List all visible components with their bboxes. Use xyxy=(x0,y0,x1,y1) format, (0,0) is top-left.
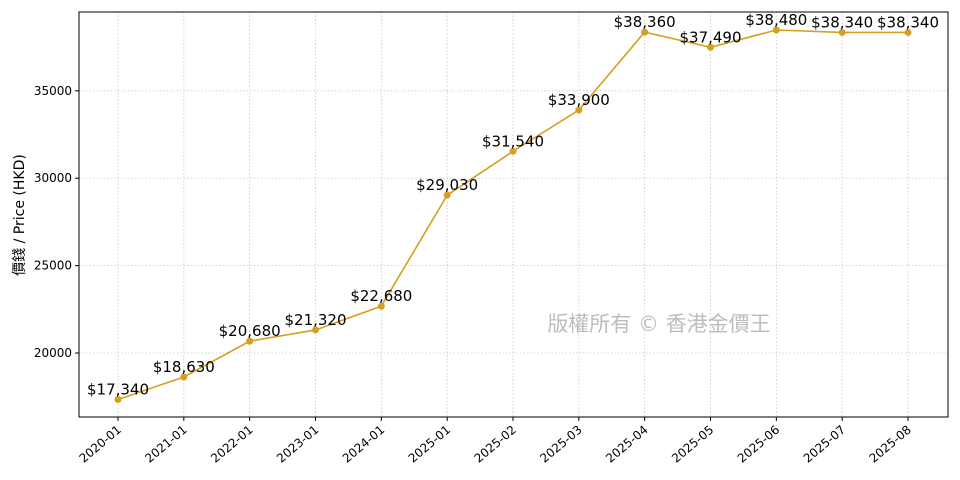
x-tick-label: 2020-01 xyxy=(77,423,124,466)
grid-lines xyxy=(79,12,948,417)
data-point xyxy=(509,147,517,155)
price-line xyxy=(117,29,908,401)
data-point-label: $18,630 xyxy=(153,358,215,376)
x-tick-label: 2025-02 xyxy=(472,423,519,466)
watermark: 版權所有 © 香港金價王 xyxy=(547,312,770,336)
x-tick-label: 2025-01 xyxy=(406,423,453,466)
plot-frame xyxy=(78,11,949,418)
data-point xyxy=(377,302,385,310)
x-axis: 2020-01 2021-01 2022-01 2023-01 2024-01 2025-… xyxy=(77,417,914,466)
data-point xyxy=(707,43,714,51)
data-point-label: $29,030 xyxy=(416,176,478,194)
data-point-label: $37,490 xyxy=(679,28,741,46)
data-point-label: $38,340 xyxy=(811,13,873,31)
x-tick-label: 2025-08 xyxy=(867,423,914,466)
x-tick-label: 2025-05 xyxy=(669,423,716,466)
data-point xyxy=(904,28,912,36)
data-point-label: $33,900 xyxy=(548,91,610,109)
data-point xyxy=(246,337,254,345)
data-point-label: $21,320 xyxy=(284,311,346,329)
y-tick-label: 35000 xyxy=(34,84,72,98)
x-tick-label: 2022-01 xyxy=(208,423,255,466)
data-point xyxy=(180,373,188,381)
y-tick-label: 25000 xyxy=(34,259,72,273)
data-point-label: $20,680 xyxy=(219,322,281,340)
x-tick-label: 2023-01 xyxy=(274,423,321,466)
data-point xyxy=(575,106,583,114)
data-point xyxy=(312,326,319,334)
x-tick-label: 2025-06 xyxy=(735,423,782,466)
y-axis: 20000 25000 30000 35000 xyxy=(34,84,79,360)
y-axis-label: 價錢 / Price (HKD) xyxy=(11,154,28,276)
price-series xyxy=(114,26,912,404)
point-labels: $17,340$18,630$20,680$21,320$22,680 $29,0… xyxy=(87,11,939,399)
data-point-label: $31,540 xyxy=(482,132,544,150)
data-point xyxy=(772,26,780,34)
x-tick-label: 2025-03 xyxy=(537,423,584,466)
x-tick-label: 2025-07 xyxy=(801,423,848,466)
data-point-label: $38,480 xyxy=(745,11,807,29)
x-tick-label: 2021-01 xyxy=(142,423,189,466)
data-point xyxy=(641,28,649,36)
data-point-label: $22,680 xyxy=(350,287,412,305)
y-tick-label: 30000 xyxy=(34,171,72,185)
data-point xyxy=(443,191,451,199)
x-tick-label: 2024-01 xyxy=(340,423,387,466)
data-point-label: $38,340 xyxy=(877,13,939,31)
y-tick-label: 20000 xyxy=(34,346,72,360)
data-point xyxy=(114,396,122,404)
data-point-label: $17,340 xyxy=(87,381,149,399)
data-point xyxy=(838,28,846,36)
data-point-label: $38,360 xyxy=(614,13,676,31)
x-tick-label: 2025-04 xyxy=(603,423,650,466)
